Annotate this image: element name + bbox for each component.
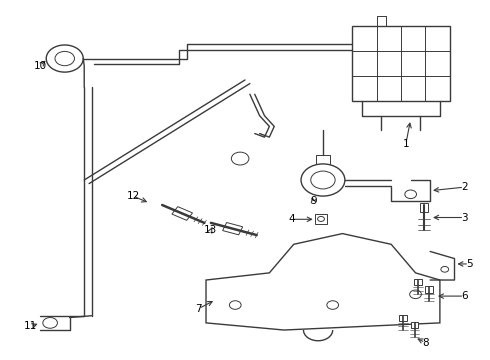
Circle shape (318, 216, 324, 221)
Bar (425, 286, 433, 293)
Polygon shape (206, 234, 440, 330)
Circle shape (231, 152, 249, 165)
Bar (414, 279, 422, 285)
Text: 13: 13 (204, 225, 218, 235)
Text: 5: 5 (466, 259, 472, 269)
Circle shape (311, 171, 335, 189)
Text: 6: 6 (461, 291, 467, 301)
Circle shape (55, 51, 74, 66)
FancyBboxPatch shape (352, 26, 450, 102)
Text: 9: 9 (310, 197, 317, 206)
Text: 1: 1 (402, 139, 409, 149)
Polygon shape (172, 207, 193, 220)
Text: 8: 8 (422, 338, 429, 347)
Circle shape (46, 45, 83, 72)
Text: 7: 7 (196, 303, 202, 314)
FancyBboxPatch shape (315, 214, 327, 224)
Text: 3: 3 (461, 212, 467, 222)
Text: 10: 10 (34, 61, 47, 71)
Circle shape (301, 164, 345, 196)
Circle shape (405, 190, 416, 199)
Polygon shape (222, 222, 243, 235)
Circle shape (441, 266, 449, 272)
Text: 2: 2 (461, 182, 467, 192)
Circle shape (43, 318, 57, 328)
Bar (411, 322, 418, 328)
Text: 4: 4 (288, 214, 294, 224)
Circle shape (327, 301, 339, 309)
Text: 12: 12 (126, 191, 140, 201)
Circle shape (229, 301, 241, 309)
Bar (420, 203, 428, 212)
Bar (399, 315, 407, 321)
Circle shape (410, 290, 421, 298)
Text: 11: 11 (24, 321, 37, 332)
